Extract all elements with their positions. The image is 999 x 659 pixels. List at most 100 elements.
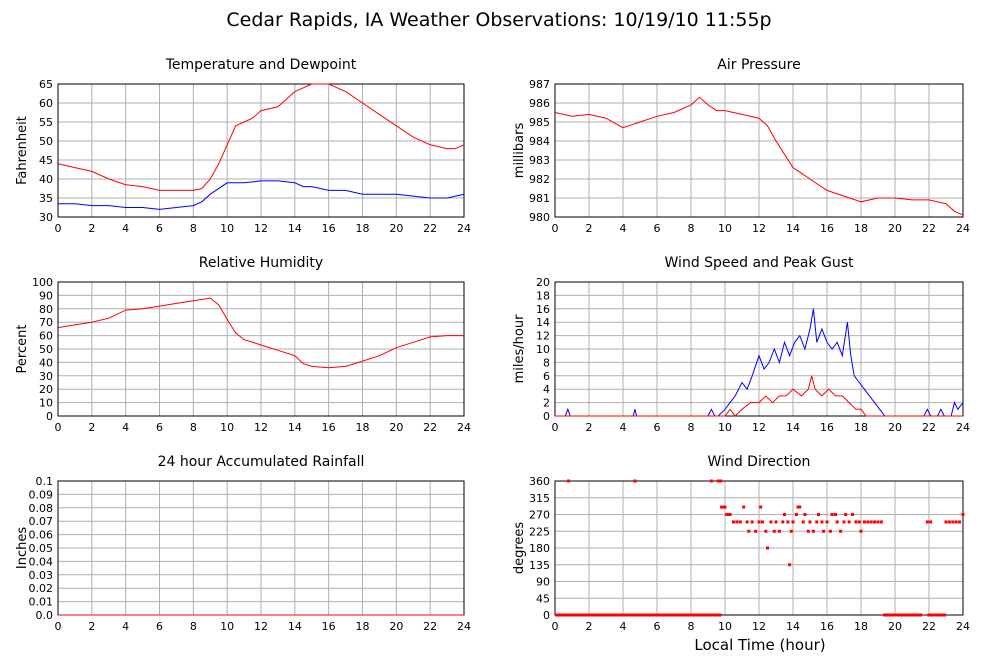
wind-xtick-label: 4 xyxy=(620,421,627,434)
direction-xtick-label: 4 xyxy=(620,620,627,633)
humidity-xtick-label: 20 xyxy=(389,421,403,434)
humidity-ytick-label: 70 xyxy=(39,316,53,329)
humidity-xtick-label: 14 xyxy=(288,421,302,434)
pressure-frame xyxy=(554,83,964,218)
direction-ytick-label: 90 xyxy=(536,576,550,589)
direction-point xyxy=(794,513,798,516)
rain-ylabel: Inches xyxy=(15,527,30,569)
rain-xtick-label: 14 xyxy=(288,620,302,633)
direction-frame xyxy=(554,480,964,616)
direction-ytick-label: 360 xyxy=(529,475,550,488)
direction-point xyxy=(954,520,958,524)
direction-point xyxy=(929,520,933,524)
wind-xtick-label: 10 xyxy=(718,421,732,434)
humidity-xtick-label: 18 xyxy=(356,421,370,434)
direction-point xyxy=(925,520,929,524)
temp-ytick-label: 30 xyxy=(39,211,53,224)
direction-point xyxy=(720,505,724,509)
direction-point xyxy=(820,520,824,524)
pressure-xtick-label: 8 xyxy=(688,222,695,235)
humidity-xtick-label: 24 xyxy=(457,421,471,434)
wind-ytick-label: 2 xyxy=(543,397,550,410)
direction-xtick-label: 14 xyxy=(786,620,800,633)
direction-ytick-label: 180 xyxy=(529,542,550,555)
humidity-series-red-line xyxy=(57,297,464,369)
temp-xtick-label: 16 xyxy=(322,222,336,235)
pressure-xtick-label: 0 xyxy=(552,222,559,235)
direction-point xyxy=(728,513,732,516)
direction-point xyxy=(951,520,955,524)
pressure-ytick-label: 983 xyxy=(529,154,550,167)
wind-xtick-label: 20 xyxy=(888,421,902,434)
direction-point xyxy=(716,479,720,483)
direction-point xyxy=(796,505,800,509)
direction-point xyxy=(726,513,730,516)
rain-ytick-label: 0.06 xyxy=(29,529,54,542)
rain-xtick-label: 16 xyxy=(322,620,336,633)
wind-xtick-label: 16 xyxy=(820,421,834,434)
pressure-xtick-label: 2 xyxy=(586,222,593,235)
temp-frame xyxy=(57,83,465,218)
temp-xtick-label: 0 xyxy=(55,222,62,235)
rain-ytick-label: 0.01 xyxy=(29,596,54,609)
pressure-ytick-label: 982 xyxy=(529,173,550,186)
direction-point xyxy=(866,520,870,524)
direction-point xyxy=(745,520,749,524)
rain-xtick-label: 0 xyxy=(55,620,62,633)
direction-point xyxy=(879,520,883,524)
direction-xtick-label: 10 xyxy=(718,620,732,633)
direction-xtick-label: 20 xyxy=(888,620,902,633)
pressure-ytick-label: 986 xyxy=(529,97,550,110)
direction-point xyxy=(772,529,776,533)
humidity-ytick-label: 50 xyxy=(39,343,53,356)
direction-point xyxy=(788,563,792,567)
wind-xtick-label: 2 xyxy=(586,421,593,434)
wind-ytick-label: 20 xyxy=(536,276,550,289)
wind-xtick-label: 8 xyxy=(688,421,695,434)
wind-ytick-label: 8 xyxy=(543,356,550,369)
direction-point xyxy=(839,529,843,533)
page-title: Cedar Rapids, IA Weather Observations: 1… xyxy=(226,9,771,31)
rain-xtick-label: 8 xyxy=(190,620,197,633)
wind-ytick-label: 18 xyxy=(536,289,550,302)
pressure-xtick-label: 10 xyxy=(718,222,732,235)
pressure-xtick-label: 14 xyxy=(786,222,800,235)
direction-point xyxy=(815,520,819,524)
temp-xtick-label: 4 xyxy=(122,222,129,235)
direction-point xyxy=(742,505,746,509)
direction-ytick-label: 315 xyxy=(529,492,550,505)
humidity-ytick-label: 90 xyxy=(39,289,53,302)
wind-series-red-line xyxy=(555,375,963,417)
direction-ytick-label: 45 xyxy=(536,592,550,605)
direction-point xyxy=(961,513,965,516)
direction-point xyxy=(781,520,785,524)
temp-ylabel: Fahrenheit xyxy=(15,116,30,185)
rain-xtick-label: 6 xyxy=(156,620,163,633)
direction-xtick-label: 22 xyxy=(922,620,936,633)
temp-xtick-label: 14 xyxy=(288,222,302,235)
direction-xtick-label: 6 xyxy=(654,620,661,633)
pressure-ytick-label: 985 xyxy=(529,116,550,129)
direction-ytick-label: 0 xyxy=(543,609,550,622)
temp-xtick-label: 22 xyxy=(423,222,437,235)
rain-ytick-label: 0.04 xyxy=(29,555,54,568)
temp-xtick-label: 8 xyxy=(190,222,197,235)
rain-xtick-label: 2 xyxy=(88,620,95,633)
wind-series-blue-line xyxy=(555,308,964,417)
direction-point xyxy=(719,479,723,483)
direction-point xyxy=(783,513,786,516)
humidity-xtick-label: 8 xyxy=(190,421,197,434)
direction-title: Wind Direction xyxy=(708,454,811,470)
humidity-ytick-label: 100 xyxy=(32,276,53,289)
pressure-xtick-label: 6 xyxy=(654,222,661,235)
direction-point xyxy=(869,520,873,524)
wind-xtick-label: 22 xyxy=(922,421,936,434)
direction-point xyxy=(862,520,866,524)
direction-point xyxy=(759,505,763,509)
direction-point xyxy=(757,520,761,524)
rain-ytick-label: 0.07 xyxy=(29,515,54,528)
direction-point xyxy=(817,513,820,516)
rain-xtick-label: 20 xyxy=(389,620,403,633)
